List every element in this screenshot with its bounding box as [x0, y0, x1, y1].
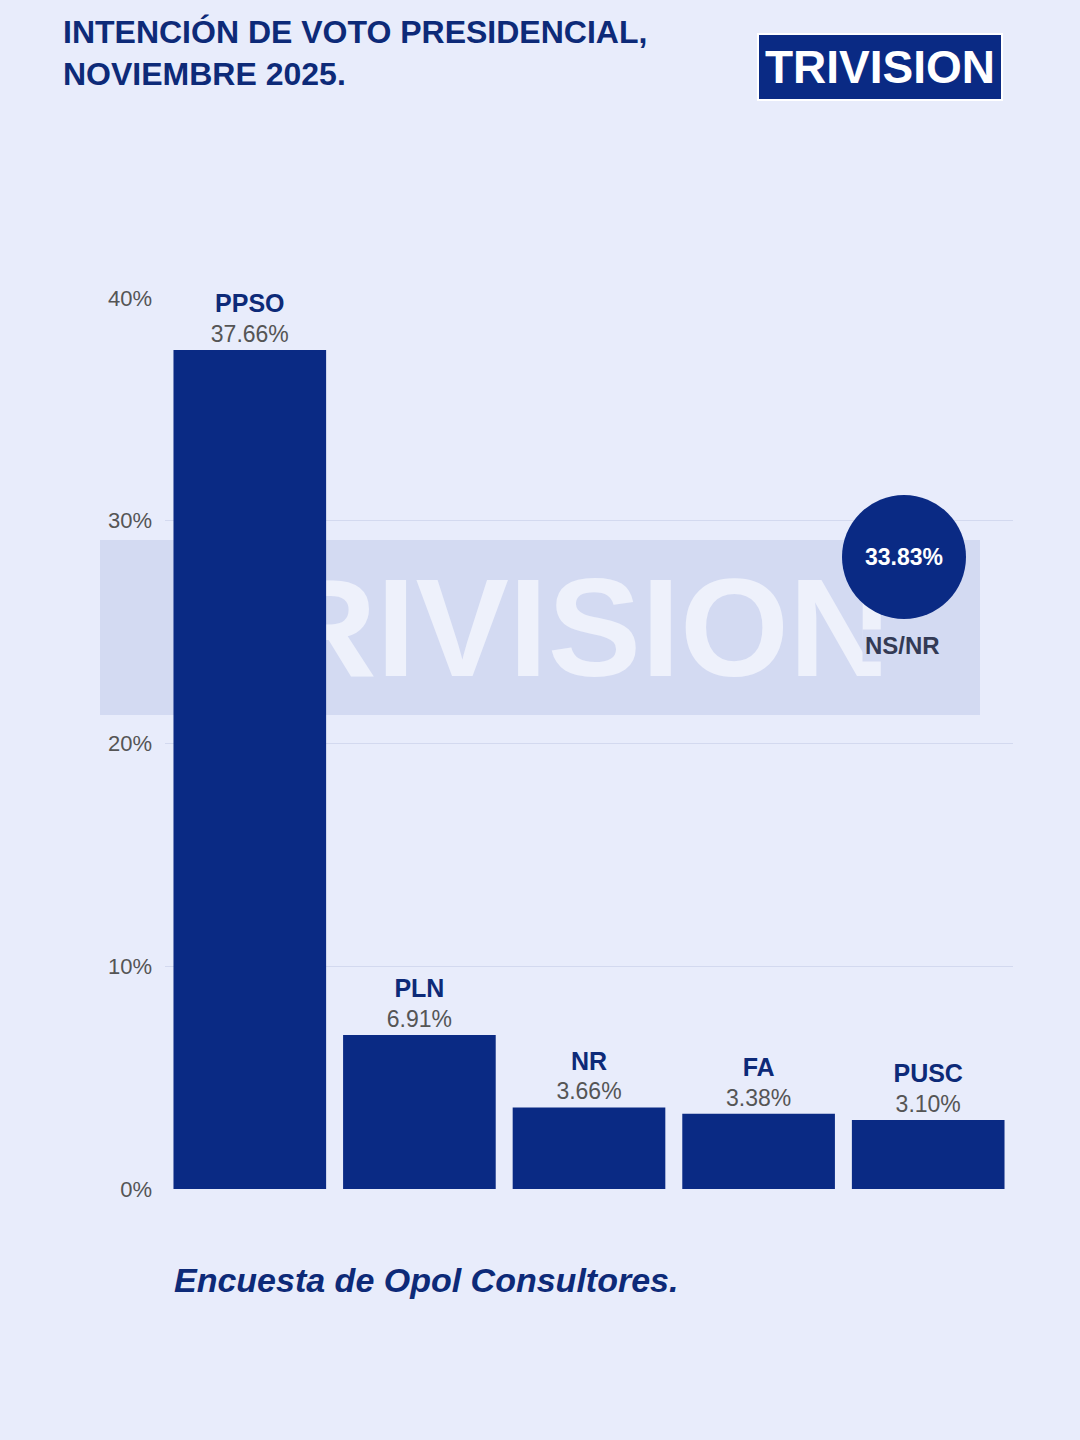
svg-text:NR3.66%: NR3.66%: [556, 1047, 621, 1105]
svg-text:33.83%: 33.83%: [865, 544, 943, 570]
svg-text:30%: 30%: [108, 508, 152, 533]
svg-text:PLN6.91%: PLN6.91%: [387, 974, 452, 1032]
svg-text:10%: 10%: [108, 954, 152, 979]
svg-text:FA3.38%: FA3.38%: [726, 1053, 791, 1111]
svg-text:0%: 0%: [120, 1177, 152, 1202]
svg-text:TRIVISION: TRIVISION: [765, 41, 995, 93]
svg-text:PPSO37.66%: PPSO37.66%: [211, 289, 289, 347]
svg-text:NS/NR: NS/NR: [865, 632, 940, 659]
svg-text:20%: 20%: [108, 731, 152, 756]
svg-text:40%: 40%: [108, 286, 152, 311]
svg-text:PUSC3.10%: PUSC3.10%: [893, 1059, 962, 1117]
svg-text:Encuesta de Opol Consultores.: Encuesta de Opol Consultores.: [174, 1261, 678, 1299]
svg-text:INTENCIÓN DE VOTO PRESIDENCIAL: INTENCIÓN DE VOTO PRESIDENCIAL,NOVIEMBRE…: [63, 14, 647, 92]
